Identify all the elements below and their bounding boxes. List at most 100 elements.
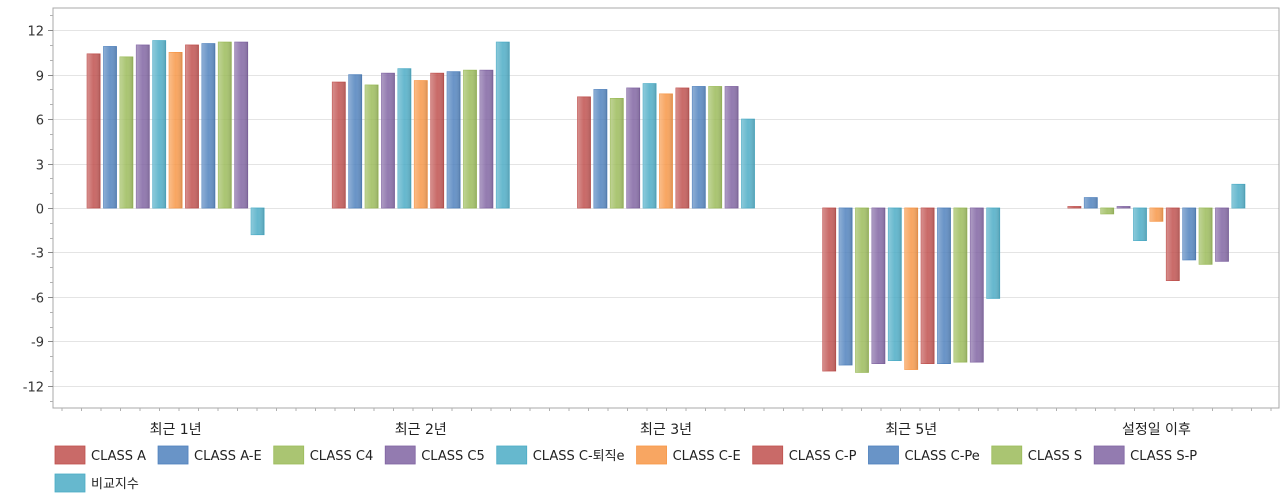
bar-highlight bbox=[332, 82, 346, 208]
x-tick-label: 최근 5년 bbox=[885, 422, 937, 438]
bar-highlight bbox=[103, 46, 117, 208]
bar-highlight bbox=[692, 86, 706, 208]
bar-highlight bbox=[430, 73, 444, 208]
y-tick-label: 3 bbox=[36, 159, 44, 174]
bar-highlight bbox=[479, 70, 493, 208]
y-tick-label: -9 bbox=[31, 336, 44, 351]
y-tick-label: 6 bbox=[36, 114, 44, 129]
legend-swatch bbox=[991, 445, 1023, 465]
legend-item[interactable]: CLASS S bbox=[991, 445, 1082, 465]
axes: 12 9 6 3 0 -3 -6 -9 -12 최근 1년 최근 2년 최근 3년 최근 5년 설정일 이… bbox=[23, 7, 1280, 438]
bar-highlight bbox=[1166, 208, 1180, 281]
bar-highlight bbox=[496, 42, 510, 208]
legend-item[interactable]: CLASS A-E bbox=[157, 445, 262, 465]
legend-swatch bbox=[636, 445, 667, 465]
bar-highlight bbox=[855, 208, 869, 373]
bar-highlight bbox=[218, 42, 232, 208]
legend-label: CLASS S-P bbox=[1130, 449, 1197, 464]
y-tick-label: 9 bbox=[36, 70, 44, 85]
bar-highlight bbox=[888, 208, 902, 361]
bar-highlight bbox=[251, 208, 265, 235]
legend-item[interactable]: CLASS C-E bbox=[636, 445, 741, 465]
legend-item[interactable]: CLASS A bbox=[54, 445, 146, 465]
bar-highlight bbox=[87, 53, 101, 209]
bar-highlight bbox=[839, 208, 853, 365]
legend-item[interactable]: CLASS S-P bbox=[1093, 445, 1197, 465]
legend-label: CLASS C5 bbox=[421, 449, 485, 464]
bar-highlight bbox=[152, 40, 166, 208]
bar-highlight bbox=[822, 208, 836, 371]
legend-swatch bbox=[868, 445, 899, 465]
legend-label: CLASS C4 bbox=[310, 449, 374, 464]
bar-highlight bbox=[725, 86, 739, 208]
x-tick-label: 최근 3년 bbox=[640, 422, 692, 438]
legend-label: CLASS A-E bbox=[194, 449, 262, 464]
y-tick-label: -12 bbox=[23, 381, 44, 396]
bar-highlight bbox=[169, 52, 183, 209]
bar-highlight bbox=[921, 208, 935, 364]
legend: CLASS A CLASS A-E CLASS C4 CLASS C5 CLASS C-… bbox=[54, 445, 1197, 493]
legend-swatch bbox=[752, 445, 784, 465]
bar-highlight bbox=[904, 208, 918, 370]
y-tick-label: -3 bbox=[31, 247, 44, 262]
x-tick-label: 설정일 이후 bbox=[1122, 422, 1191, 438]
legend-swatch bbox=[496, 445, 528, 465]
legend-label: CLASS A bbox=[91, 449, 146, 464]
bar-highlight bbox=[234, 42, 248, 208]
bar-highlight bbox=[463, 70, 477, 208]
bar-highlight bbox=[1084, 197, 1098, 208]
x-tick-label: 최근 2년 bbox=[395, 422, 447, 438]
bar-highlight bbox=[136, 45, 150, 208]
y-tick-label: 0 bbox=[36, 203, 44, 218]
legend-swatch bbox=[1093, 445, 1125, 465]
bar-highlight bbox=[610, 98, 624, 208]
bar-highlight bbox=[185, 45, 199, 208]
bar-highlight bbox=[675, 88, 689, 208]
bar-highlight bbox=[1133, 208, 1147, 241]
x-tick-label: 최근 1년 bbox=[150, 422, 202, 438]
bar-highlight bbox=[937, 208, 951, 364]
legend-label: CLASS S bbox=[1028, 449, 1082, 464]
bars bbox=[86, 40, 1246, 373]
bar-highlight bbox=[643, 83, 657, 208]
y-tick-label: 12 bbox=[27, 25, 44, 40]
bar-highlight bbox=[1117, 206, 1131, 208]
bar-highlight bbox=[397, 68, 411, 208]
legend-item[interactable]: CLASS C-퇴직e bbox=[496, 445, 625, 465]
legend-label: CLASS C-Pe bbox=[904, 449, 979, 464]
bar-highlight bbox=[1100, 208, 1114, 214]
bar-highlight bbox=[1199, 208, 1213, 265]
bar-highlight bbox=[986, 208, 1000, 299]
legend-item[interactable]: CLASS C4 bbox=[273, 445, 374, 465]
legend-label: CLASS C-퇴직e bbox=[533, 449, 625, 464]
bar-highlight bbox=[1182, 208, 1196, 260]
legend-swatch bbox=[54, 445, 86, 465]
bar-highlight bbox=[447, 71, 461, 208]
legend-swatch bbox=[54, 473, 86, 493]
bar-highlight bbox=[365, 85, 379, 208]
bar-highlight bbox=[1149, 208, 1163, 222]
legend-swatch bbox=[273, 445, 305, 465]
legend-item[interactable]: CLASS C5 bbox=[384, 445, 485, 465]
bar-highlight bbox=[871, 208, 885, 364]
bar-highlight bbox=[119, 56, 133, 209]
legend-label: CLASS C-E bbox=[673, 449, 741, 464]
bar-highlight bbox=[348, 74, 362, 208]
bar-highlight bbox=[201, 43, 215, 208]
bar-highlight bbox=[414, 80, 428, 208]
bar-highlight bbox=[626, 88, 640, 208]
bar-highlight bbox=[970, 208, 984, 363]
bar-highlight bbox=[1231, 184, 1245, 208]
legend-item[interactable]: CLASS C-Pe bbox=[868, 445, 980, 465]
bar-highlight bbox=[593, 89, 607, 208]
bar-highlight bbox=[741, 119, 755, 208]
legend-label: 비교지수 bbox=[91, 477, 139, 492]
y-tick-label: -6 bbox=[31, 292, 44, 307]
legend-item[interactable]: CLASS C-P bbox=[752, 445, 857, 465]
bar-highlight bbox=[659, 93, 673, 208]
bar-highlight bbox=[708, 86, 722, 208]
legend-item[interactable]: 비교지수 bbox=[54, 473, 139, 493]
bar-highlight bbox=[381, 73, 395, 208]
